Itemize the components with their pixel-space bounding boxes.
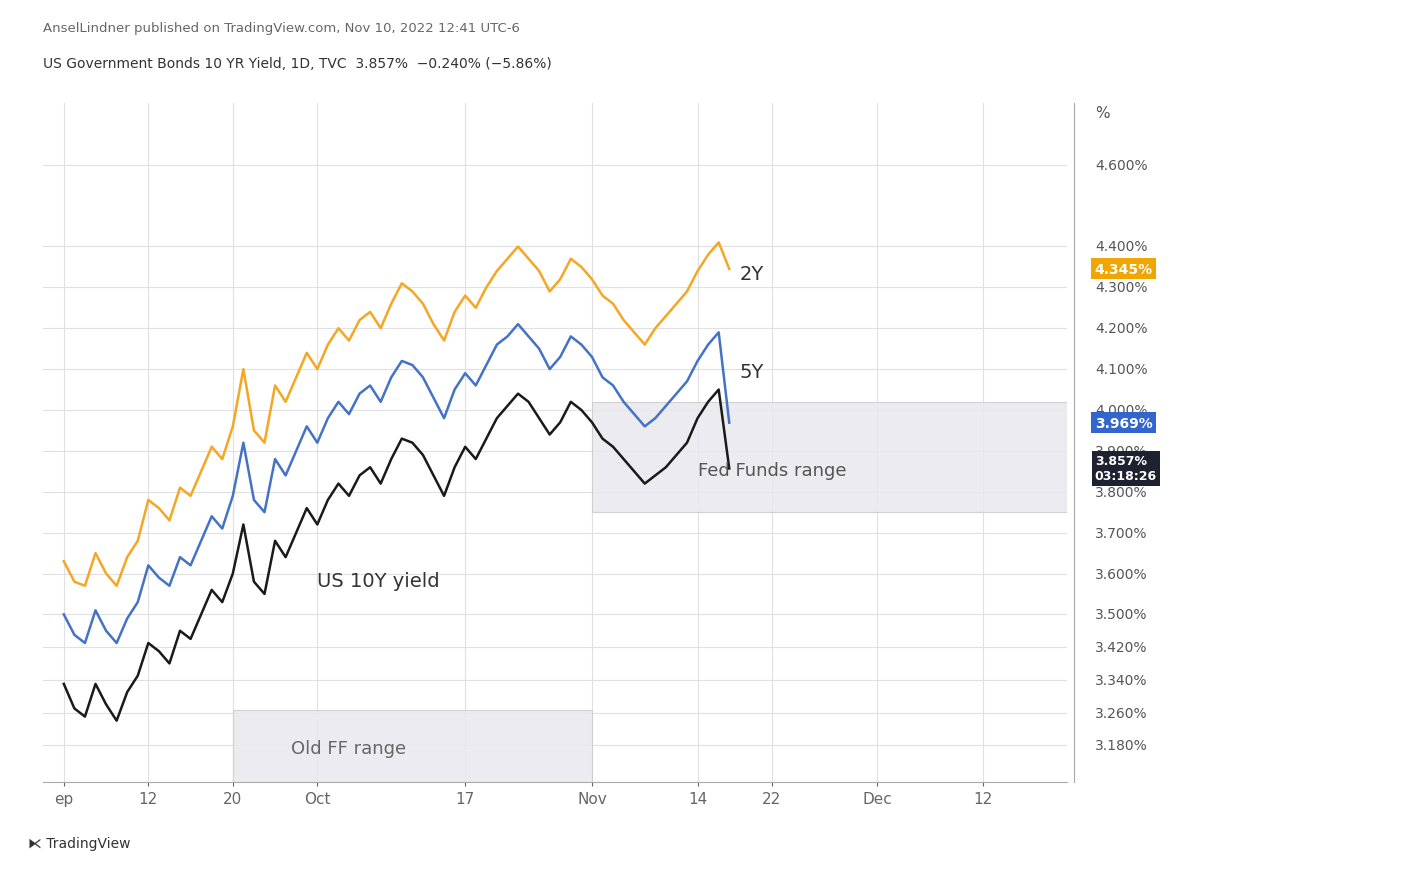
Text: Fed Funds range: Fed Funds range (697, 461, 847, 480)
Text: 3.857%
03:18:26: 3.857% 03:18:26 (1094, 455, 1157, 483)
Text: 4.400%: 4.400% (1094, 240, 1147, 255)
Text: Old FF range: Old FF range (292, 740, 407, 758)
Text: 2Y: 2Y (740, 265, 764, 284)
Text: 4.600%: 4.600% (1094, 158, 1147, 173)
Text: 4.345%: 4.345% (1094, 262, 1153, 276)
Text: US Government Bonds 10 YR Yield, 1D, TVC  3.857%  −0.240% (−5.86%): US Government Bonds 10 YR Yield, 1D, TVC… (43, 56, 552, 70)
Text: 4.000%: 4.000% (1094, 403, 1147, 417)
Text: US 10Y yield: US 10Y yield (317, 571, 440, 590)
Text: 4.100%: 4.100% (1094, 362, 1147, 376)
Text: 3.340%: 3.340% (1094, 673, 1147, 687)
Text: 4.300%: 4.300% (1094, 281, 1147, 295)
Text: 5Y: 5Y (740, 363, 764, 381)
Text: 3.420%: 3.420% (1094, 640, 1147, 654)
Text: 3.180%: 3.180% (1094, 739, 1147, 753)
Text: %: % (1094, 106, 1110, 121)
Text: 3.800%: 3.800% (1094, 485, 1147, 499)
Text: 3.500%: 3.500% (1094, 607, 1147, 621)
Bar (233, 711, 592, 782)
Text: 3.700%: 3.700% (1094, 526, 1147, 540)
Text: ⧔ TradingView: ⧔ TradingView (28, 836, 131, 850)
Bar (592, 402, 1067, 513)
Text: 3.600%: 3.600% (1094, 567, 1147, 580)
Text: 3.260%: 3.260% (1094, 706, 1147, 720)
Text: 4.200%: 4.200% (1094, 322, 1147, 335)
Text: AnselLindner published on TradingView.com, Nov 10, 2022 12:41 UTC-6: AnselLindner published on TradingView.co… (43, 22, 519, 35)
Text: 3.969%: 3.969% (1094, 416, 1153, 430)
Text: 3.900%: 3.900% (1094, 444, 1147, 458)
